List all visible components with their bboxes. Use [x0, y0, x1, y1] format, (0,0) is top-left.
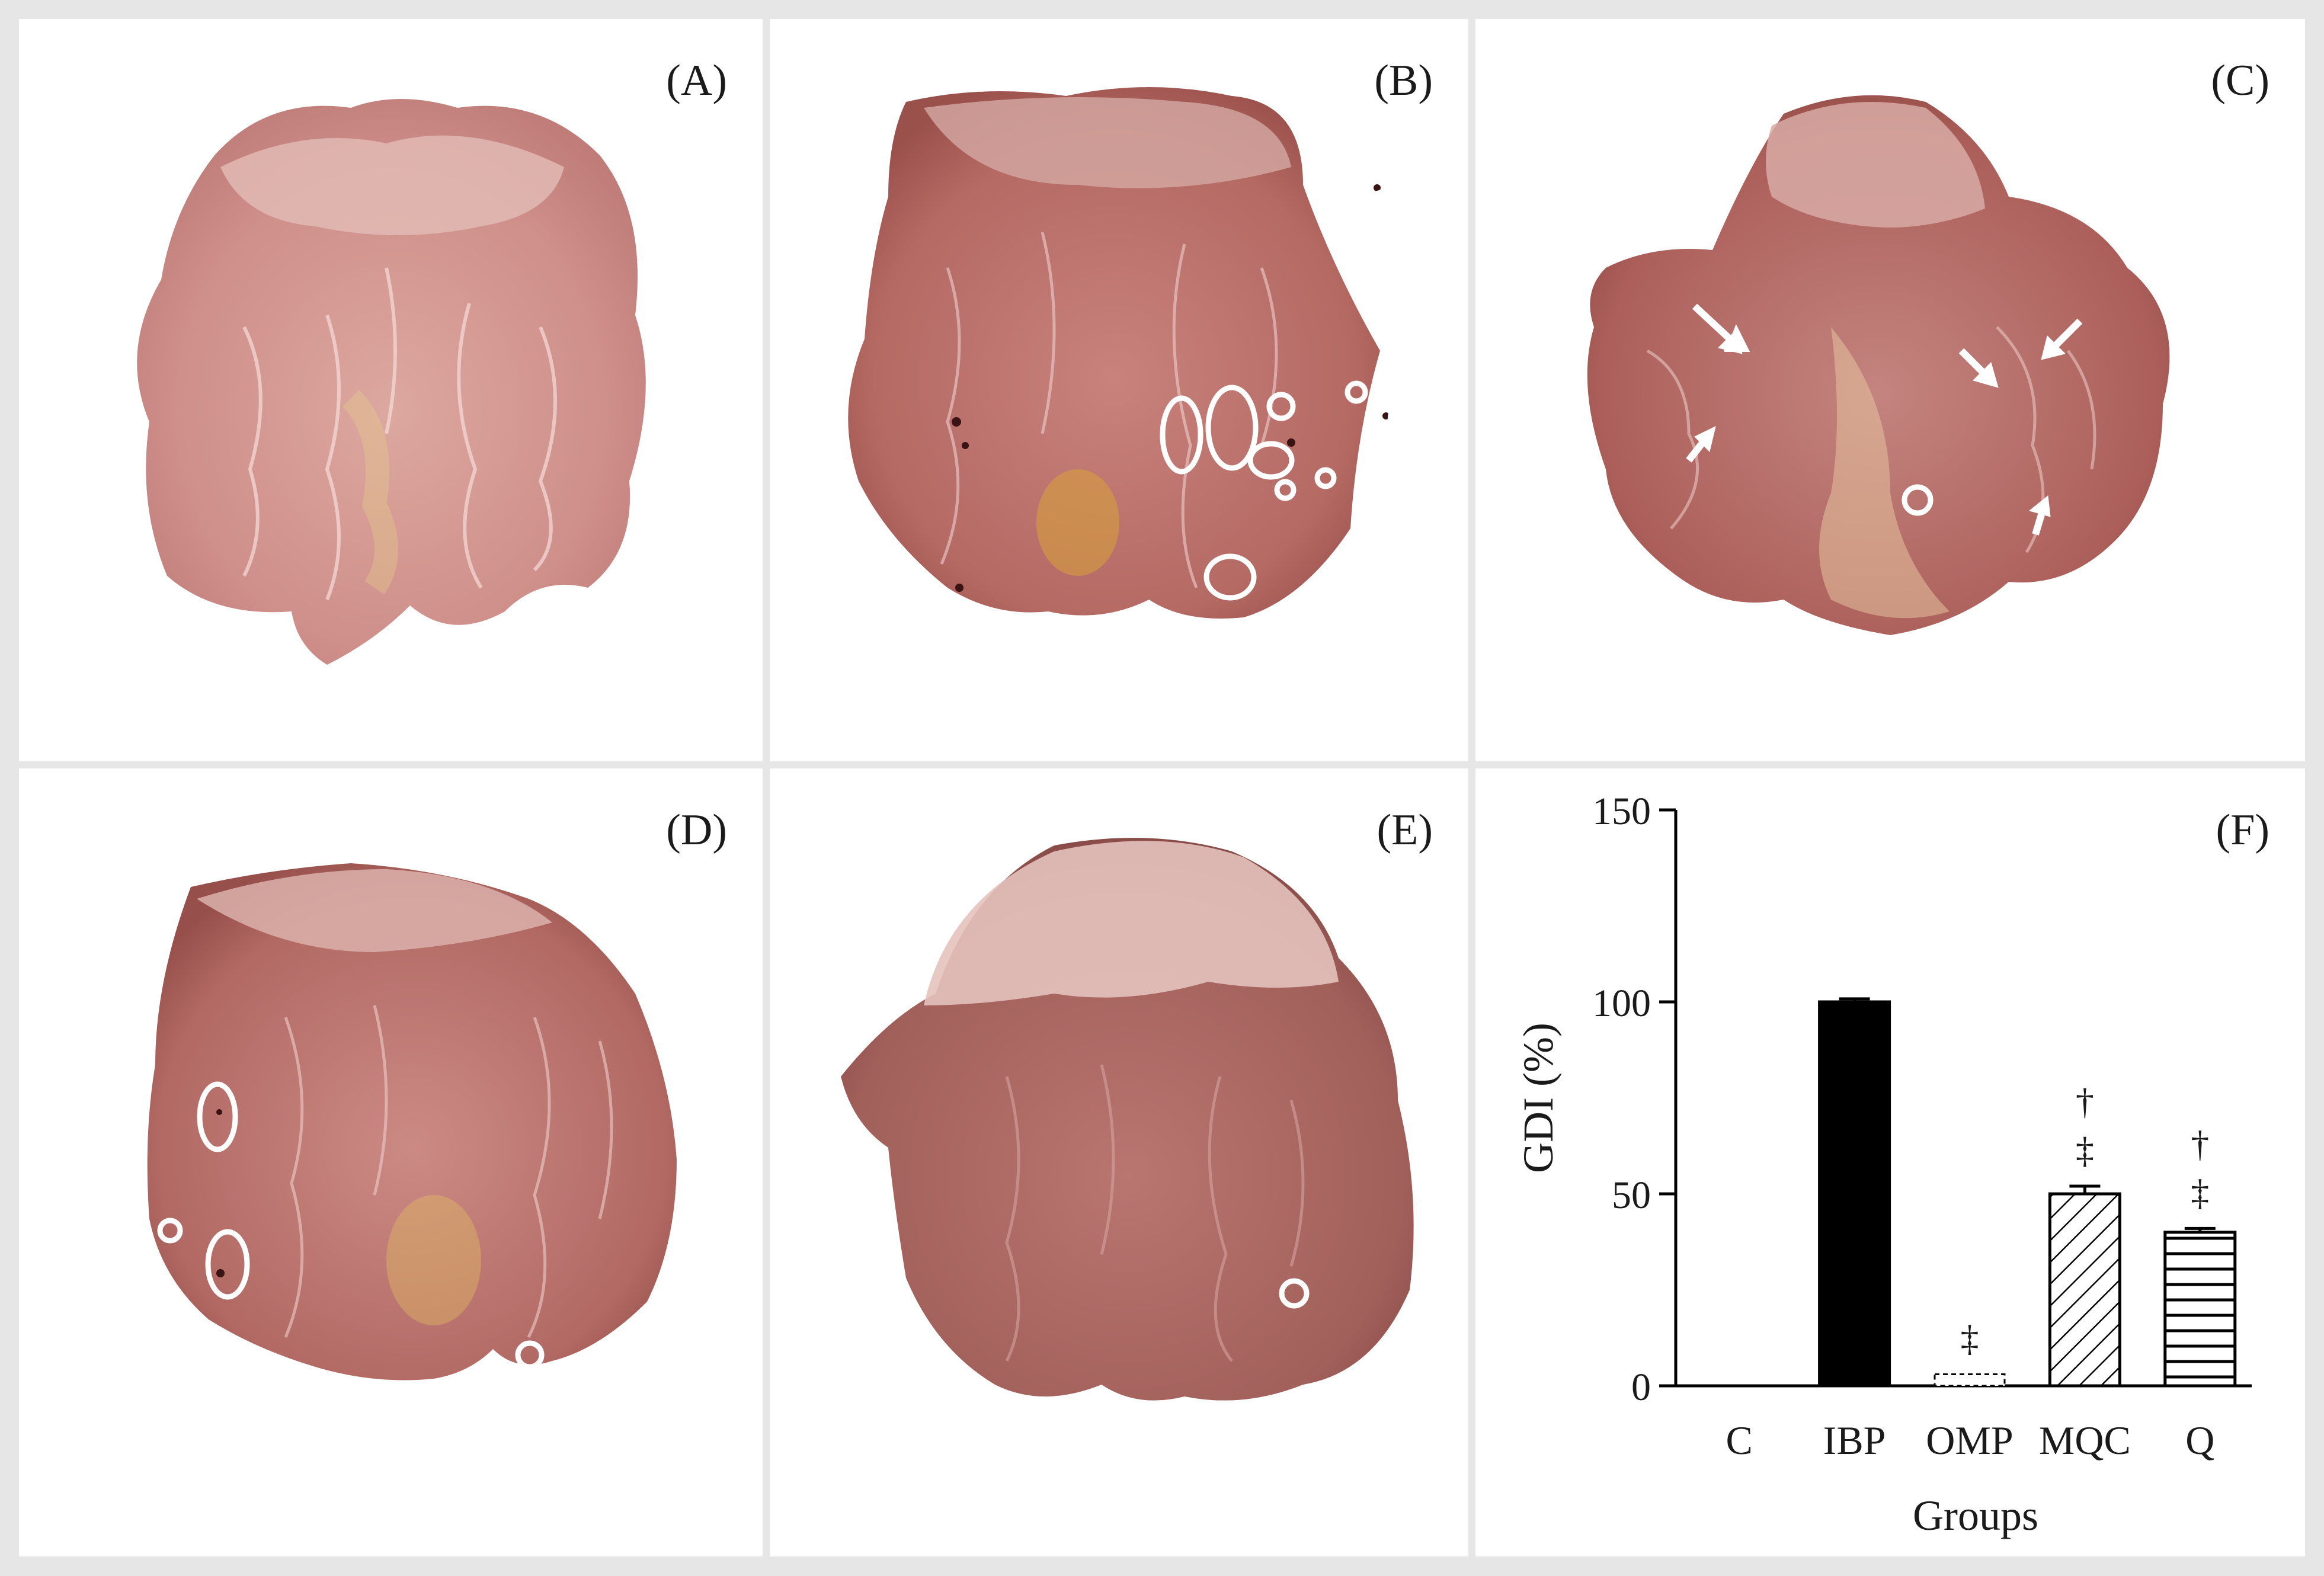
panel-label: (C): [2211, 56, 2269, 105]
y-tick-label: 0: [1631, 1366, 1651, 1409]
bar-omp: [1934, 1373, 2006, 1387]
lesion-markers: [1160, 116, 1459, 623]
panel-d: (D): [19, 768, 763, 1556]
panel-label: (F): [2216, 806, 2269, 854]
panel-c: (C): [1475, 19, 2305, 761]
panel-label: (D): [666, 806, 727, 854]
y-tick-label: 50: [1612, 1174, 1651, 1217]
panel-a: (A): [19, 19, 763, 761]
stomach-photo-mqc: [147, 863, 677, 1380]
stomach-photo-quercetin: [841, 838, 1414, 1401]
stomach-photo-omeprazole: [1587, 95, 2170, 635]
stomach-photo-control: [137, 99, 646, 665]
lesion-marker: [1902, 484, 1934, 516]
panel-label: (A): [666, 56, 727, 105]
y-tick-label: 100: [1592, 982, 1651, 1025]
significance-mark: ‡: [2191, 1173, 2209, 1213]
bar-q: [2163, 1231, 2237, 1388]
panel-b: (B): [770, 19, 1468, 761]
x-tick-label: Q: [2185, 1418, 2214, 1463]
y-tick-label: 150: [1592, 790, 1651, 833]
panel-f: 0 50 100 150 GDI (%) Groups C IBP OMP ‡ MQC ‡ † Q ‡ † (…: [1475, 768, 2305, 1556]
significance-mark: ‡: [1961, 1319, 1979, 1359]
arrow-markers: [1686, 303, 2083, 536]
gdi-bar-chart: 0 50 100 150 GDI (%) Groups C IBP OMP ‡ MQC ‡ † Q ‡ †: [1515, 790, 2252, 1539]
x-tick-label: OMP: [1926, 1418, 2013, 1463]
x-tick-label: MQC: [2039, 1418, 2131, 1463]
panel-label: (E): [1377, 806, 1433, 854]
x-tick-label: IBP: [1823, 1418, 1886, 1463]
x-tick-label: C: [1726, 1418, 1753, 1463]
significance-mark: †: [2191, 1124, 2209, 1164]
x-axis-label: Groups: [1913, 1492, 2038, 1539]
panel-e: (E): [770, 768, 1468, 1556]
panel-label: (B): [1374, 56, 1433, 105]
significance-mark: ‡: [2076, 1130, 2094, 1171]
lesion-markers: [157, 1081, 545, 1370]
bar-ibp: [1818, 1000, 1891, 1388]
significance-mark: †: [2076, 1082, 2094, 1122]
bar-mqc: [2048, 1192, 2121, 1388]
stomach-photo-ulcerated: [848, 87, 1459, 623]
y-axis-label: GDI (%): [1515, 1023, 1562, 1173]
lesion-marker: [1279, 1278, 1310, 1309]
